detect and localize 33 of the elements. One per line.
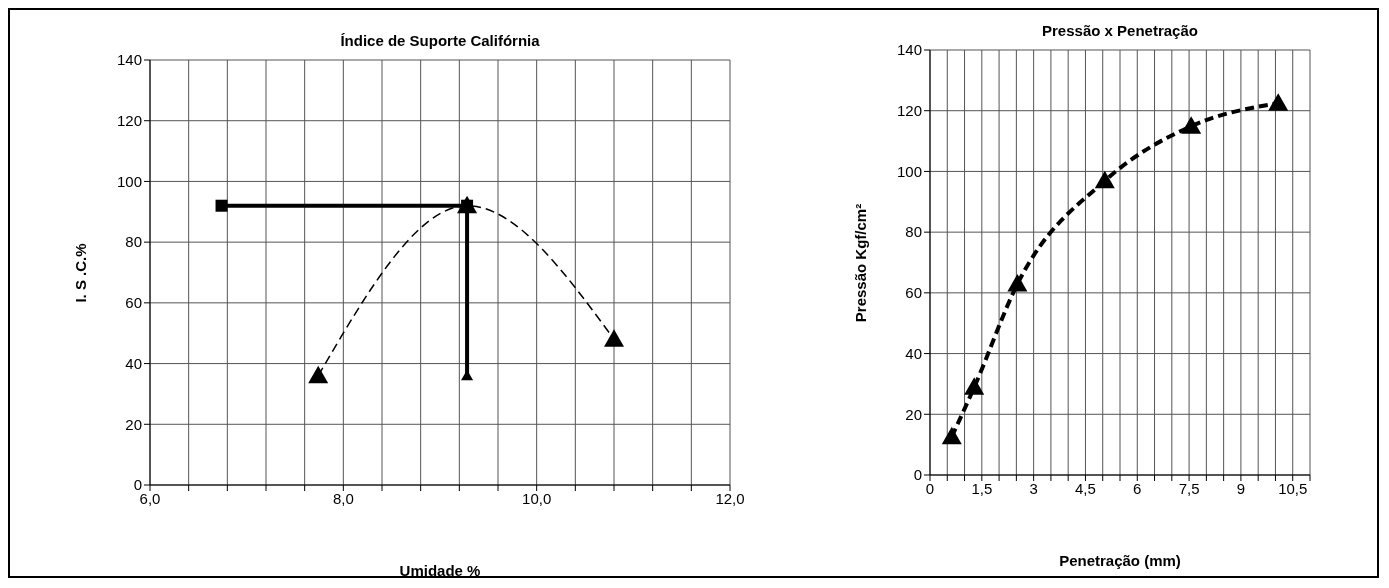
x-axis-title: Umidade % [398,562,482,579]
y-tick-label: 60 [125,294,142,312]
y-tick-label: 120 [896,102,922,120]
y-tick-label: 20 [125,415,142,433]
x-tick-label: 1,5 [971,479,993,497]
x-tick-label: 4,5 [1075,479,1096,497]
y-tick-label: 60 [905,284,922,302]
x-tick-label: 10,0 [522,489,552,507]
x-tick-label: 9 [1236,479,1246,497]
x-tick-label: 7,5 [1178,479,1200,497]
y-tick-label: 140 [896,41,922,59]
x-tick-label: 8,0 [332,489,354,507]
x-tick-label: 12,0 [715,489,745,507]
y-tick-label: 140 [116,51,142,69]
y-axis-title: Pressão Kgf/cm² [851,203,869,322]
x-tick-label: 6,0 [139,489,161,507]
y-tick-label: 80 [125,233,142,251]
y-tick-label: 80 [905,223,922,241]
y-tick-label: 100 [116,172,142,190]
y-tick-label: 40 [125,354,142,372]
y-tick-label: 0 [913,466,922,484]
chart-title: Índice de Suporte Califórnia [339,32,541,49]
x-tick-label: 0 [925,479,935,497]
y-tick-label: 100 [896,162,922,180]
chart-title: Pressão x Penetração [1041,22,1199,39]
x-tick-label: 10,5 [1278,479,1308,497]
y-tick-label: 40 [905,344,922,362]
y-axis-title: I. S .C.% [71,242,89,303]
x-tick-label: 3 [1029,479,1038,497]
y-tick-label: 20 [905,405,922,423]
x-tick-label: 6 [1133,479,1142,497]
y-tick-label: 120 [116,112,142,130]
x-axis-title: Penetração (mm) [1058,552,1182,569]
